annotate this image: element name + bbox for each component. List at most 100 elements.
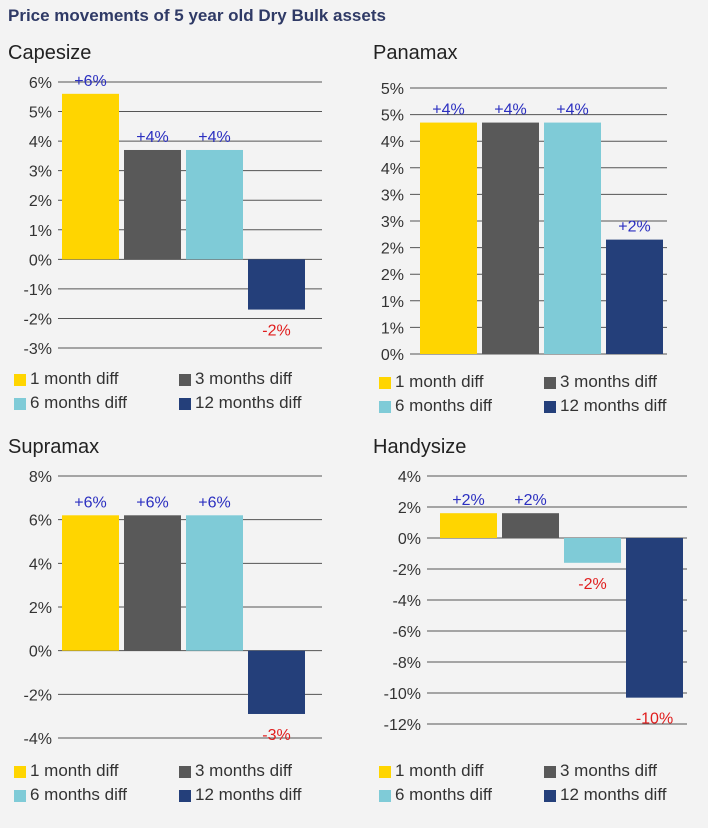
data-label: +4% bbox=[494, 102, 526, 119]
legend-item-6-months: 6 months diff bbox=[379, 784, 544, 808]
y-tick-label: 1% bbox=[29, 223, 52, 240]
bar-2 bbox=[124, 149, 181, 260]
data-label: +4% bbox=[136, 129, 168, 146]
y-tick-label: 2% bbox=[29, 193, 52, 210]
y-tick-label: 3% bbox=[381, 187, 404, 204]
y-tick-label: 0% bbox=[398, 531, 421, 548]
y-tick-label: 6% bbox=[29, 75, 52, 92]
y-tick-label: -2% bbox=[24, 687, 52, 704]
legend-label: 3 months diff bbox=[560, 372, 658, 391]
supramax-bar-chart: 8% 6% 4% 2% 0% -2% -4% +6% +6% +6% -3% bbox=[24, 469, 322, 748]
data-label: +4% bbox=[432, 102, 464, 119]
legend-item-6-months: 6 months diff bbox=[14, 784, 179, 808]
legend-label: 6 months diff bbox=[395, 396, 493, 415]
y-tick-label: 4% bbox=[398, 469, 421, 486]
data-label: -2% bbox=[262, 323, 290, 340]
data-label: +2% bbox=[514, 492, 546, 509]
legend-label: 3 months diff bbox=[560, 761, 658, 780]
y-tick-label: -8% bbox=[393, 655, 421, 672]
legend-swatch-3-months bbox=[544, 377, 556, 389]
y-tick-label: 4% bbox=[29, 134, 52, 151]
y-tick-label: 6% bbox=[29, 513, 52, 530]
legend-swatch-6-months bbox=[14, 790, 26, 802]
chart-panel-supramax: Supramax 8% 6% 4% 2% 0% -2% -4% +6% +6% +6% -3% 1 … bbox=[0, 432, 354, 826]
legend-label: 12 months diff bbox=[195, 785, 302, 804]
y-tick-label: 2% bbox=[381, 267, 404, 284]
legend-label: 1 month diff bbox=[395, 761, 484, 780]
legend-item-6-months: 6 months diff bbox=[14, 392, 179, 416]
legend-item-12-months: 12 months diff bbox=[179, 392, 344, 416]
legend-swatch-6-months bbox=[379, 790, 391, 802]
y-tick-label: -6% bbox=[393, 624, 421, 641]
legend-swatch-3-months bbox=[544, 766, 556, 778]
legend-item-12-months: 12 months diff bbox=[544, 784, 708, 808]
y-tick-label: 4% bbox=[381, 134, 404, 151]
bar-4 bbox=[626, 538, 683, 698]
data-label: +2% bbox=[452, 492, 484, 509]
y-tick-label: 5% bbox=[381, 81, 404, 98]
y-tick-label: -1% bbox=[24, 282, 52, 299]
y-tick-label: -2% bbox=[24, 311, 52, 328]
legend-label: 6 months diff bbox=[395, 785, 493, 804]
bar-1 bbox=[62, 93, 119, 260]
panamax-bar-chart: 5% 5% 4% 4% 3% 3% 2% 2% 1% 1% 0% +4% +4% +4% +2% bbox=[381, 81, 667, 364]
bar-1 bbox=[62, 515, 119, 651]
bar-3 bbox=[186, 515, 243, 651]
bar-1 bbox=[440, 513, 497, 538]
y-tick-label: 4% bbox=[381, 161, 404, 178]
legend-item-1-month: 1 month diff bbox=[379, 371, 544, 395]
y-tick-label: 3% bbox=[381, 214, 404, 231]
legend-label: 1 month diff bbox=[395, 372, 484, 391]
legend-label: 1 month diff bbox=[30, 761, 119, 780]
y-tick-label: 1% bbox=[381, 294, 404, 311]
data-label: +4% bbox=[198, 129, 230, 146]
legend-item-12-months: 12 months diff bbox=[179, 784, 344, 808]
data-label: +6% bbox=[198, 494, 230, 511]
chart-title: Panamax bbox=[373, 42, 458, 64]
legend-item-12-months: 12 months diff bbox=[544, 395, 708, 419]
data-label: -3% bbox=[262, 727, 290, 744]
legend-item-1-month: 1 month diff bbox=[14, 760, 179, 784]
legend-swatch-1-month bbox=[14, 374, 26, 386]
y-tick-label: 2% bbox=[381, 241, 404, 258]
legend-item-3-months: 3 months diff bbox=[544, 760, 708, 784]
legend-item-3-months: 3 months diff bbox=[544, 371, 708, 395]
chart-panel-panamax: Panamax 5% 5% 4% 4% 3% 3% 2% 2% 1% 1% 0% +4% +4% +4% +… bbox=[365, 38, 708, 432]
legend-label: 6 months diff bbox=[30, 785, 128, 804]
data-label: -10% bbox=[636, 711, 673, 728]
legend-swatch-6-months bbox=[14, 398, 26, 410]
legend-item-1-month: 1 month diff bbox=[379, 760, 544, 784]
legend-swatch-1-month bbox=[379, 766, 391, 778]
y-tick-label: 0% bbox=[29, 644, 52, 661]
data-label: +6% bbox=[74, 73, 106, 90]
bar-3 bbox=[564, 538, 621, 563]
chart-title: Supramax bbox=[8, 436, 100, 458]
legend-swatch-3-months bbox=[179, 766, 191, 778]
y-tick-label: 0% bbox=[29, 252, 52, 269]
data-label: +2% bbox=[618, 219, 650, 236]
legend-label: 12 months diff bbox=[560, 785, 667, 804]
y-tick-label: 1% bbox=[381, 320, 404, 337]
data-label: +4% bbox=[556, 102, 588, 119]
legend-item-3-months: 3 months diff bbox=[179, 760, 344, 784]
y-tick-label: -4% bbox=[24, 731, 52, 748]
chart-panel-handysize: Handysize 4% 2% 0% -2% -4% -6% -8% -10% -12% +2% +… bbox=[365, 432, 708, 826]
bar-3 bbox=[544, 122, 601, 354]
legend-swatch-12-months bbox=[179, 398, 191, 410]
legend-item-6-months: 6 months diff bbox=[379, 395, 544, 419]
legend-label: 6 months diff bbox=[30, 393, 128, 412]
y-tick-label: -10% bbox=[384, 686, 421, 703]
data-label: -2% bbox=[578, 576, 606, 593]
legend-label: 12 months diff bbox=[195, 393, 302, 412]
handysize-bar-chart: 4% 2% 0% -2% -4% -6% -8% -10% -12% +2% +2% -2% -10% bbox=[384, 469, 687, 734]
bar-4 bbox=[606, 239, 663, 354]
y-tick-label: -12% bbox=[384, 717, 421, 734]
y-tick-label: -4% bbox=[393, 593, 421, 610]
chart-title: Capesize bbox=[8, 42, 92, 64]
legend-swatch-12-months bbox=[179, 790, 191, 802]
y-tick-label: 5% bbox=[29, 105, 52, 122]
y-tick-label: 2% bbox=[29, 600, 52, 617]
legend-swatch-12-months bbox=[544, 790, 556, 802]
legend-item-3-months: 3 months diff bbox=[179, 368, 344, 392]
legend-swatch-12-months bbox=[544, 401, 556, 413]
